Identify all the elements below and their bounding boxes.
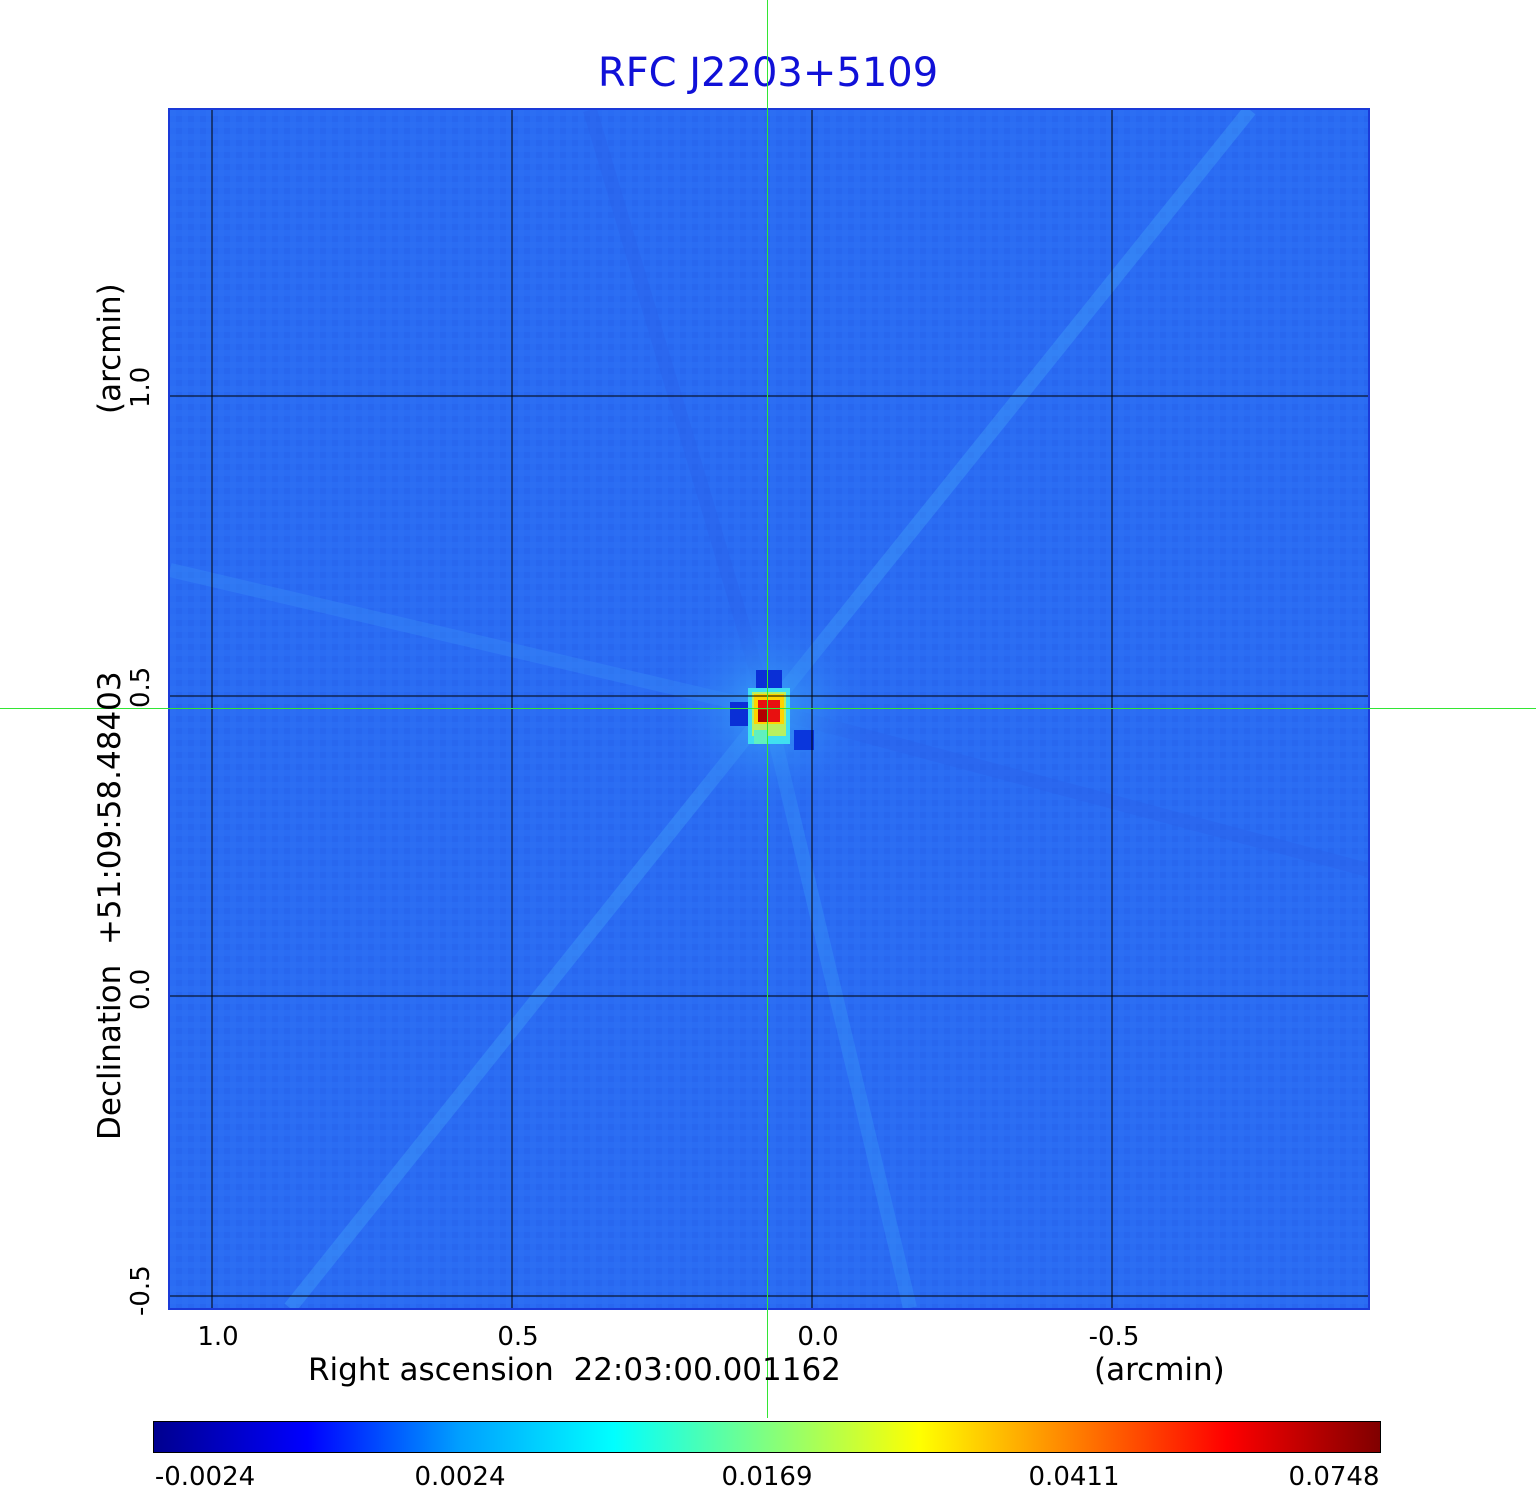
- y-axis-unit: (arcmin): [92, 283, 128, 414]
- y-tick: -0.5: [126, 1265, 156, 1316]
- x-tick: 1.0: [197, 1322, 239, 1352]
- radio-map: [170, 110, 1368, 1308]
- colorbar-tick: 0.0024: [414, 1462, 506, 1492]
- coordinate-grid: [170, 110, 1368, 1308]
- sky-image[interactable]: [168, 108, 1370, 1310]
- colorbar-tick: 0.0411: [1028, 1462, 1120, 1492]
- image-title: RFC J2203+5109: [597, 50, 939, 96]
- x-axis-unit: (arcmin): [1094, 1352, 1225, 1388]
- bright-source: [730, 670, 814, 750]
- x-tick: 0.5: [497, 1322, 539, 1352]
- colorbar-tick: 0.0169: [721, 1462, 813, 1492]
- y-tick: 0.5: [126, 666, 156, 708]
- colorbar-tick: -0.0024: [154, 1462, 256, 1492]
- crosshair-horizontal: [0, 708, 1536, 709]
- x-tick: -0.5: [1088, 1322, 1140, 1352]
- x-axis-label: Right ascension 22:03:00.001162: [308, 1352, 841, 1388]
- crosshair-vertical: [767, 0, 768, 1418]
- y-axis-label: Declination +51:09:58.48403: [92, 671, 128, 1140]
- colorbar: [153, 1421, 1381, 1453]
- colorbar-tick: 0.0748: [1288, 1462, 1380, 1492]
- y-tick: 0.0: [126, 968, 156, 1010]
- y-tick: 1.0: [126, 366, 156, 408]
- x-tick: 0.0: [797, 1322, 839, 1352]
